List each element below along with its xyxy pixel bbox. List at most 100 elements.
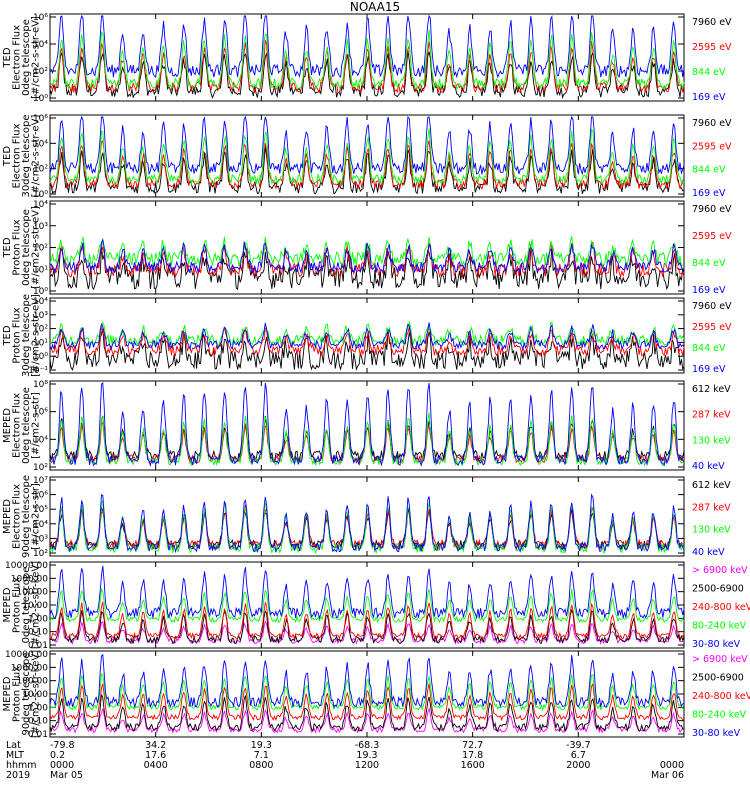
y-tick-label: 10⁴ bbox=[33, 297, 48, 307]
y-tick-label: 10000.00 bbox=[5, 561, 48, 571]
y-tick-label: 10⁸ bbox=[33, 380, 48, 390]
y-tick-label: 10⁴ bbox=[33, 435, 48, 445]
series-2595-ev bbox=[49, 140, 685, 191]
y-tick-label: 10¹ bbox=[33, 265, 48, 275]
series-2500-6900 bbox=[49, 694, 685, 733]
series-844-ev bbox=[49, 235, 685, 268]
legend-entry: 240-800 keV bbox=[692, 602, 750, 613]
y-axis-label-line: [#/cm2-s-str] bbox=[31, 483, 42, 550]
x-label-mlt: 17.8 bbox=[462, 750, 483, 761]
legend-entry: 80-240 keV bbox=[692, 621, 747, 632]
x-label-lat: 19.3 bbox=[251, 740, 272, 751]
x-label-mlt: 17.6 bbox=[145, 750, 166, 761]
y-tick-label: 0.10 bbox=[28, 717, 48, 727]
legend-entry: 287 keV bbox=[692, 410, 731, 421]
y-tick-label: 1000.00 bbox=[11, 574, 48, 584]
series-130-kev bbox=[49, 412, 685, 467]
series-169-ev bbox=[49, 115, 685, 176]
y-axis-label-line: Proton Flux bbox=[12, 307, 23, 363]
legend-entry: 169 eV bbox=[692, 92, 726, 103]
y-tick-label: 100.00 bbox=[17, 588, 49, 598]
legend-entry: 169 eV bbox=[692, 285, 726, 296]
legend-entry: 80-240 keV bbox=[692, 710, 747, 721]
x-label-mlt: 0.2 bbox=[50, 750, 65, 761]
x-label-mlt: 7.1 bbox=[254, 750, 269, 761]
y-tick-label: 1.00 bbox=[28, 614, 48, 624]
x-label-hhmm: 1200 bbox=[355, 760, 379, 771]
x-row-label: hhmm bbox=[6, 760, 37, 771]
x-label-lat: 72.7 bbox=[462, 740, 483, 751]
series-7960-ev bbox=[49, 329, 685, 372]
legend-entry: 7960 eV bbox=[692, 301, 732, 312]
y-axis-label-line: [#/cm2-s-str-eV] bbox=[31, 16, 42, 99]
x-label-mlt: 6.7 bbox=[571, 750, 586, 761]
y-axis-label-line: 0deg telescope bbox=[21, 567, 32, 644]
series-40-kev bbox=[49, 493, 685, 554]
x-label-hhmm: 0800 bbox=[249, 760, 273, 771]
series-240-800-kev bbox=[49, 682, 684, 722]
y-axis-label-line: Proton Flux bbox=[12, 577, 23, 633]
legend-entry: 7960 eV bbox=[692, 17, 732, 28]
y-tick-label: 10⁵ bbox=[33, 505, 48, 515]
y-tick-label: 10² bbox=[33, 549, 48, 559]
legend-entry: 844 eV bbox=[692, 258, 726, 269]
legend-entry: 169 eV bbox=[692, 188, 726, 199]
y-axis-label-line: [#/cm2-s-str-eV] bbox=[31, 115, 42, 198]
x-label-hhmm: 2000 bbox=[566, 760, 590, 771]
y-tick-label: 10.00 bbox=[22, 690, 48, 700]
y-axis-label-line: Electron Flux bbox=[12, 484, 23, 549]
series-169-ev bbox=[49, 14, 685, 79]
legend-entry: 30-80 keV bbox=[692, 728, 741, 739]
y-axis-label-line: TED bbox=[2, 325, 13, 346]
series-30-80-kev bbox=[49, 653, 685, 709]
x-label-lat: 34.2 bbox=[145, 740, 166, 751]
legend-entry: 2595 eV bbox=[692, 322, 732, 333]
y-tick-label: 10⁰ bbox=[33, 352, 48, 362]
y-axis-label-line: MEPED bbox=[2, 676, 13, 711]
y-axis-label-line: [#/cm2-s-str] bbox=[31, 392, 42, 459]
series-2595-ev bbox=[49, 40, 685, 95]
y-tick-label: 10² bbox=[33, 325, 48, 335]
y-tick-label: 10⁶ bbox=[33, 491, 48, 501]
y-axis-label-line: [#/cm2-s-str-eV] bbox=[31, 294, 42, 377]
y-axis-label-line: TED bbox=[2, 47, 13, 68]
y-axis-label-line: MEPED bbox=[2, 587, 13, 622]
x-label-hhmm: 0400 bbox=[144, 760, 168, 771]
legend-entry: 2595 eV bbox=[692, 141, 732, 152]
series-844-ev bbox=[49, 320, 685, 347]
y-tick-label: 10² bbox=[33, 244, 48, 254]
series-40-kev bbox=[49, 382, 685, 468]
legend-entry: 844 eV bbox=[692, 343, 726, 354]
y-tick-label: 10³ bbox=[33, 534, 48, 544]
legend-entry: 2500-6900 bbox=[692, 584, 744, 595]
series-169-ev bbox=[49, 322, 685, 351]
y-axis-label-line: TED bbox=[2, 146, 13, 167]
y-tick-label: 10² bbox=[33, 165, 48, 175]
y-axis-label-line: TED bbox=[2, 237, 13, 258]
y-tick-label: 0.01 bbox=[28, 730, 48, 740]
y-axis-label-line: Proton Flux bbox=[12, 219, 23, 275]
legend-entry: 130 keV bbox=[692, 525, 731, 536]
panel-7: 10000.001000.00100.0010.001.000.100.01ME… bbox=[2, 561, 750, 651]
legend-entry: 2595 eV bbox=[692, 42, 732, 53]
y-axis-label-line: MEPED bbox=[2, 499, 13, 534]
y-tick-label: 0.10 bbox=[28, 628, 48, 638]
y-tick-label: 10⁴ bbox=[33, 40, 48, 50]
y-tick-label: 1000.00 bbox=[11, 663, 48, 673]
y-axis-label-line: Electron Flux bbox=[12, 393, 23, 458]
y-axis-label-line: 0deg telescope bbox=[21, 19, 32, 96]
y-tick-label: 10⁶ bbox=[33, 408, 48, 418]
legend-entry: 240-800 keV bbox=[692, 691, 750, 702]
legend-entry: 40 keV bbox=[692, 547, 725, 558]
legend-entry: 30-80 keV bbox=[692, 639, 741, 650]
y-tick-label: 10⁶ bbox=[33, 114, 48, 124]
legend-entry: > 6900 keV bbox=[692, 654, 748, 665]
y-tick-label: 10⁰ bbox=[33, 190, 48, 200]
